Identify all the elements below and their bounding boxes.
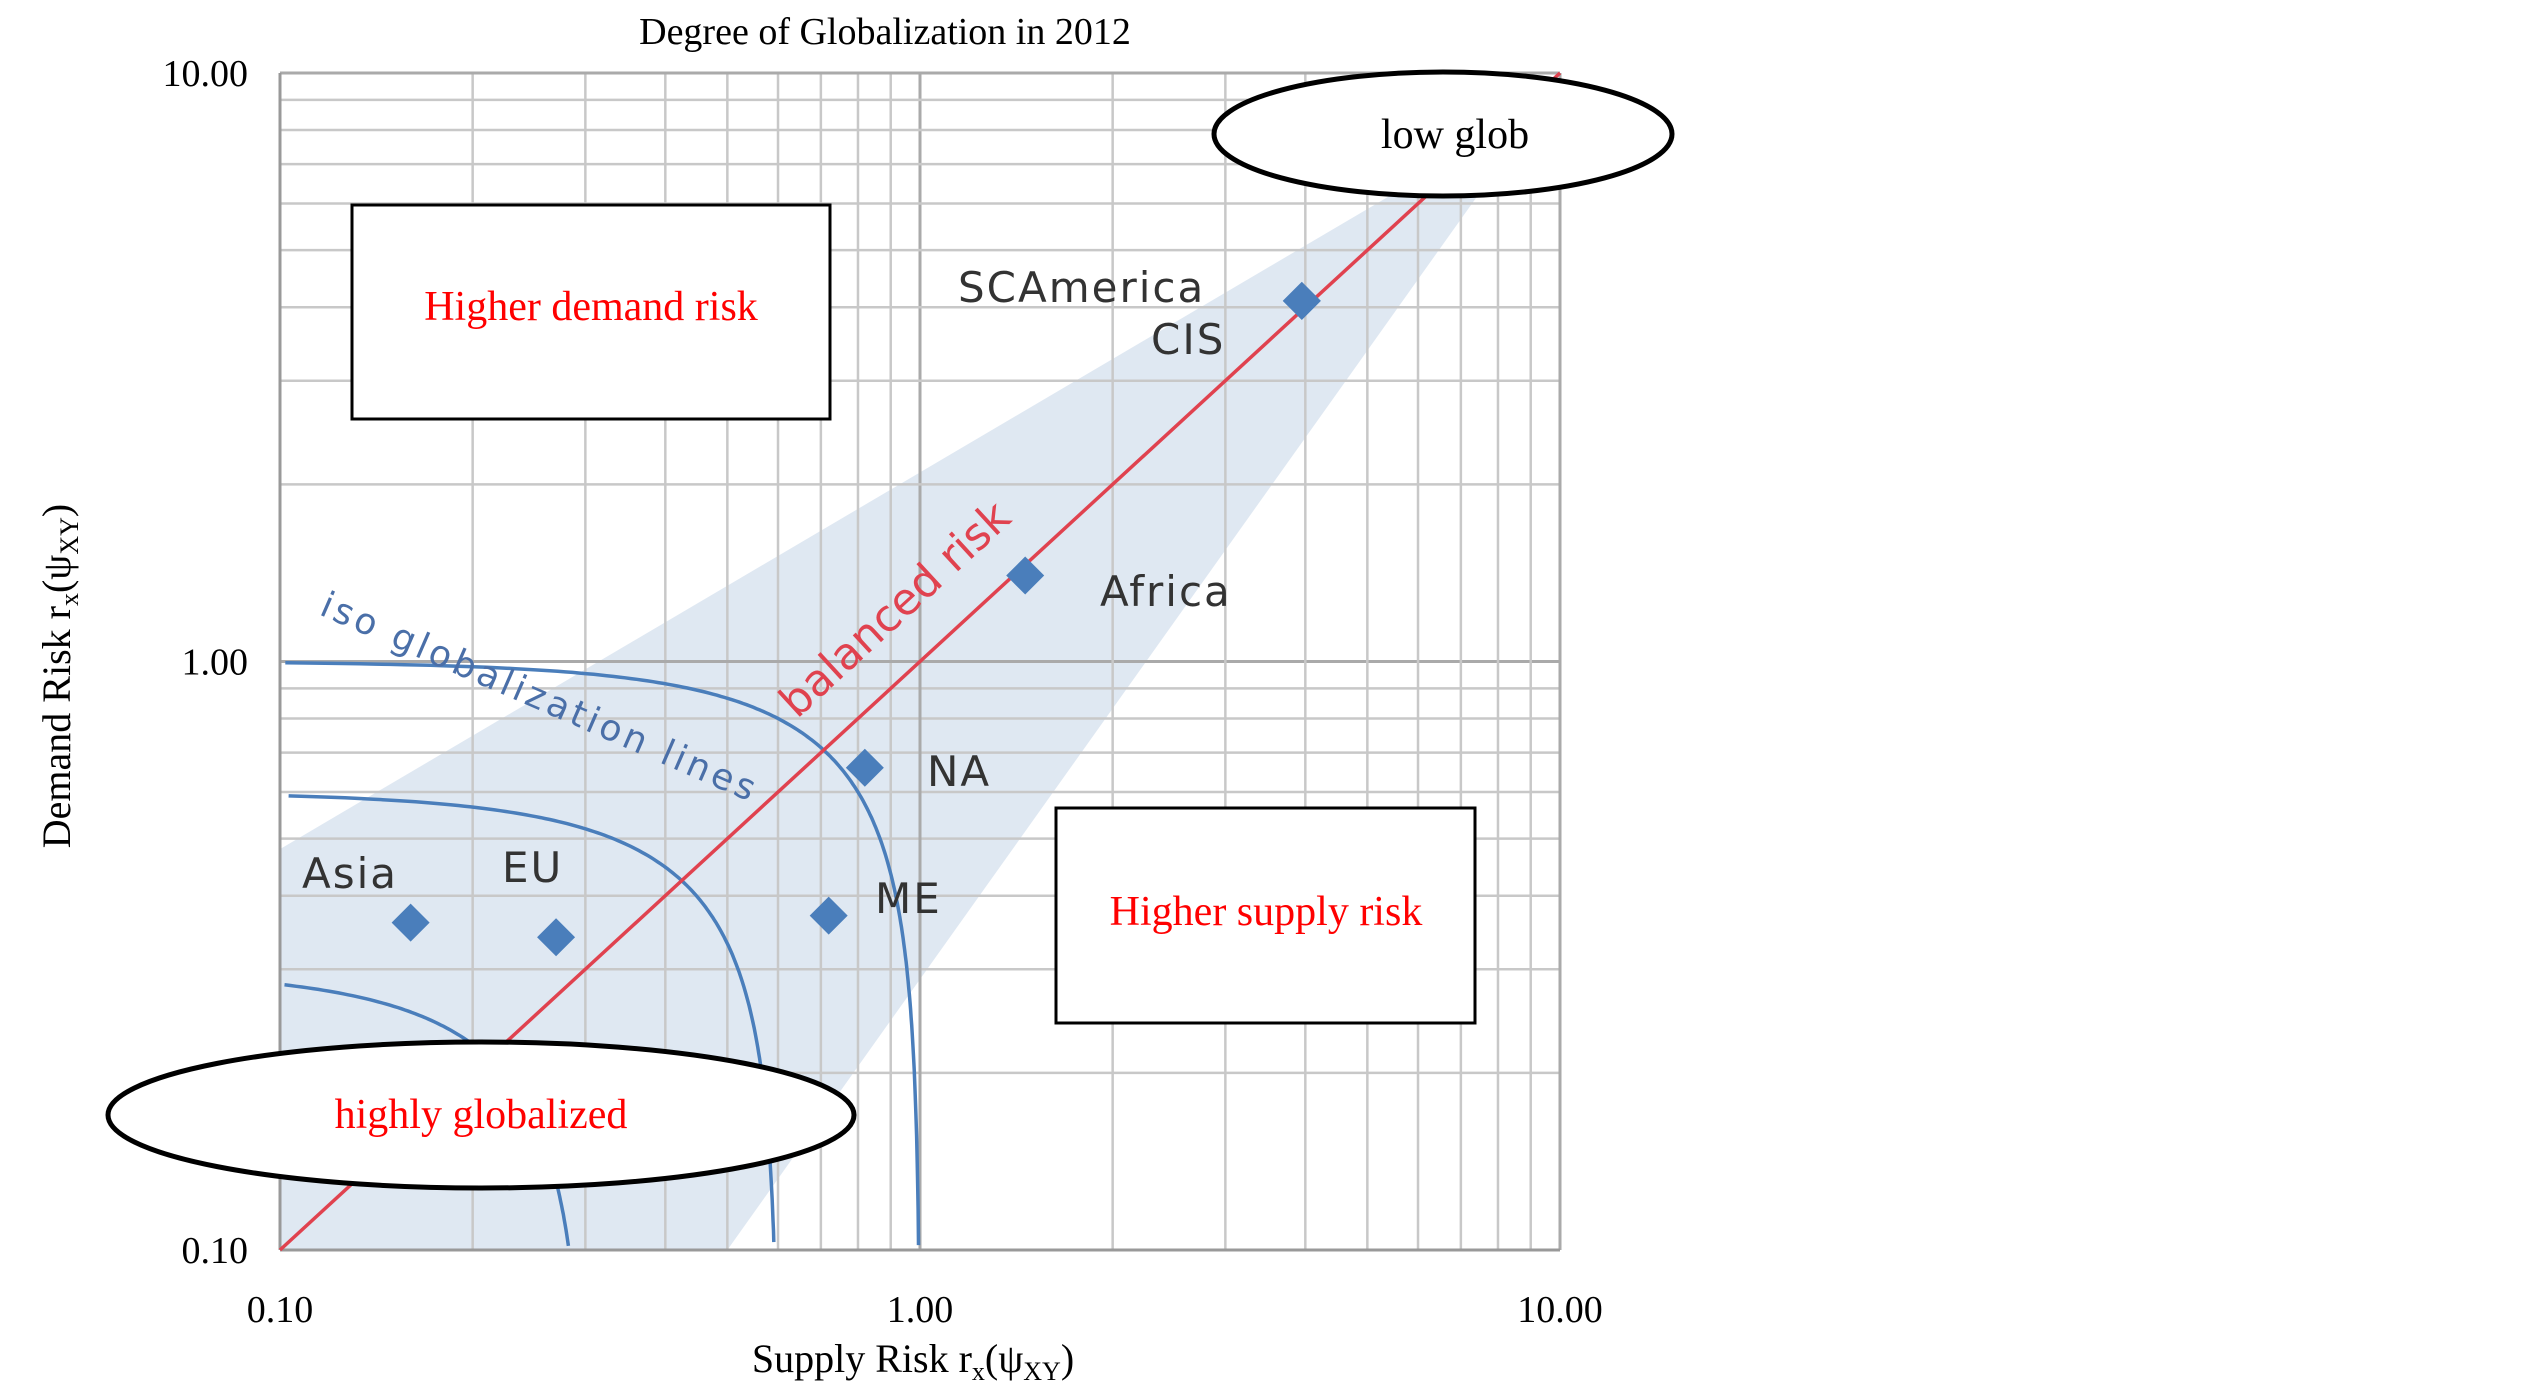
higher-supply-box: [1054, 806, 1477, 1025]
point-label-eu: EU: [502, 843, 563, 892]
point-label-scamerica: SCAmerica: [958, 263, 1205, 312]
higher-supply-label: Higher supply risk: [1110, 889, 1423, 935]
highly-globalized-label: highly globalized: [335, 1092, 628, 1138]
x-axis-label-sub1: x: [972, 1357, 985, 1386]
data-point-na: [845, 748, 884, 787]
y-tick-label: 1.00: [182, 642, 249, 684]
x-axis-label: Supply Risk rx(ψXY): [752, 1336, 1074, 1386]
point-label-asia: Asia: [302, 849, 398, 898]
point-label-na: NA: [927, 747, 991, 796]
data-point-eu: [537, 918, 576, 957]
y-axis-label-sub1: x: [55, 593, 84, 606]
point-label-me: ME: [875, 874, 942, 923]
data-point-asia: [391, 903, 430, 942]
highly-globalized-ellipse: [105, 1039, 857, 1191]
x-tick-label: 0.10: [247, 1289, 314, 1331]
y-axis-label-end: ): [34, 504, 79, 517]
x-axis-label-end: ): [1061, 1336, 1074, 1381]
point-layer: [391, 281, 1321, 957]
y-axis-label-mid: (ψ: [34, 555, 79, 593]
point-label-cis: CIS: [1151, 315, 1225, 364]
band-layer: [280, 179, 1484, 1251]
y-axis-label-main: Demand Risk r: [34, 606, 79, 848]
y-tick-label: 0.10: [182, 1230, 249, 1272]
data-point-me: [809, 896, 848, 935]
x-axis-label-main: Supply Risk r: [752, 1336, 972, 1381]
risk-band: [280, 179, 1484, 1251]
x-tick-label: 1.00: [887, 1289, 954, 1331]
x-axis-label-mid: (ψ: [985, 1336, 1023, 1381]
annotation-layer: [105, 69, 1675, 1191]
low-glob-ellipse: [1211, 69, 1675, 199]
x-tick-label: 10.00: [1517, 1289, 1603, 1331]
y-axis-label: Demand Risk rx(ψXY): [34, 504, 84, 848]
higher-demand-box: [350, 203, 832, 421]
y-tick-label: 10.00: [163, 53, 249, 95]
point-label-africa: Africa: [1100, 567, 1232, 616]
low-glob-label: low glob: [1381, 112, 1529, 158]
data-point-cis: [1282, 281, 1321, 320]
y-axis-label-sub2: XY: [55, 517, 84, 555]
data-point-africa: [1006, 556, 1045, 595]
higher-demand-label: Higher demand risk: [424, 284, 758, 330]
x-axis-label-sub2: XY: [1023, 1357, 1061, 1386]
chart-title: Degree of Globalization in 2012: [639, 11, 1131, 53]
